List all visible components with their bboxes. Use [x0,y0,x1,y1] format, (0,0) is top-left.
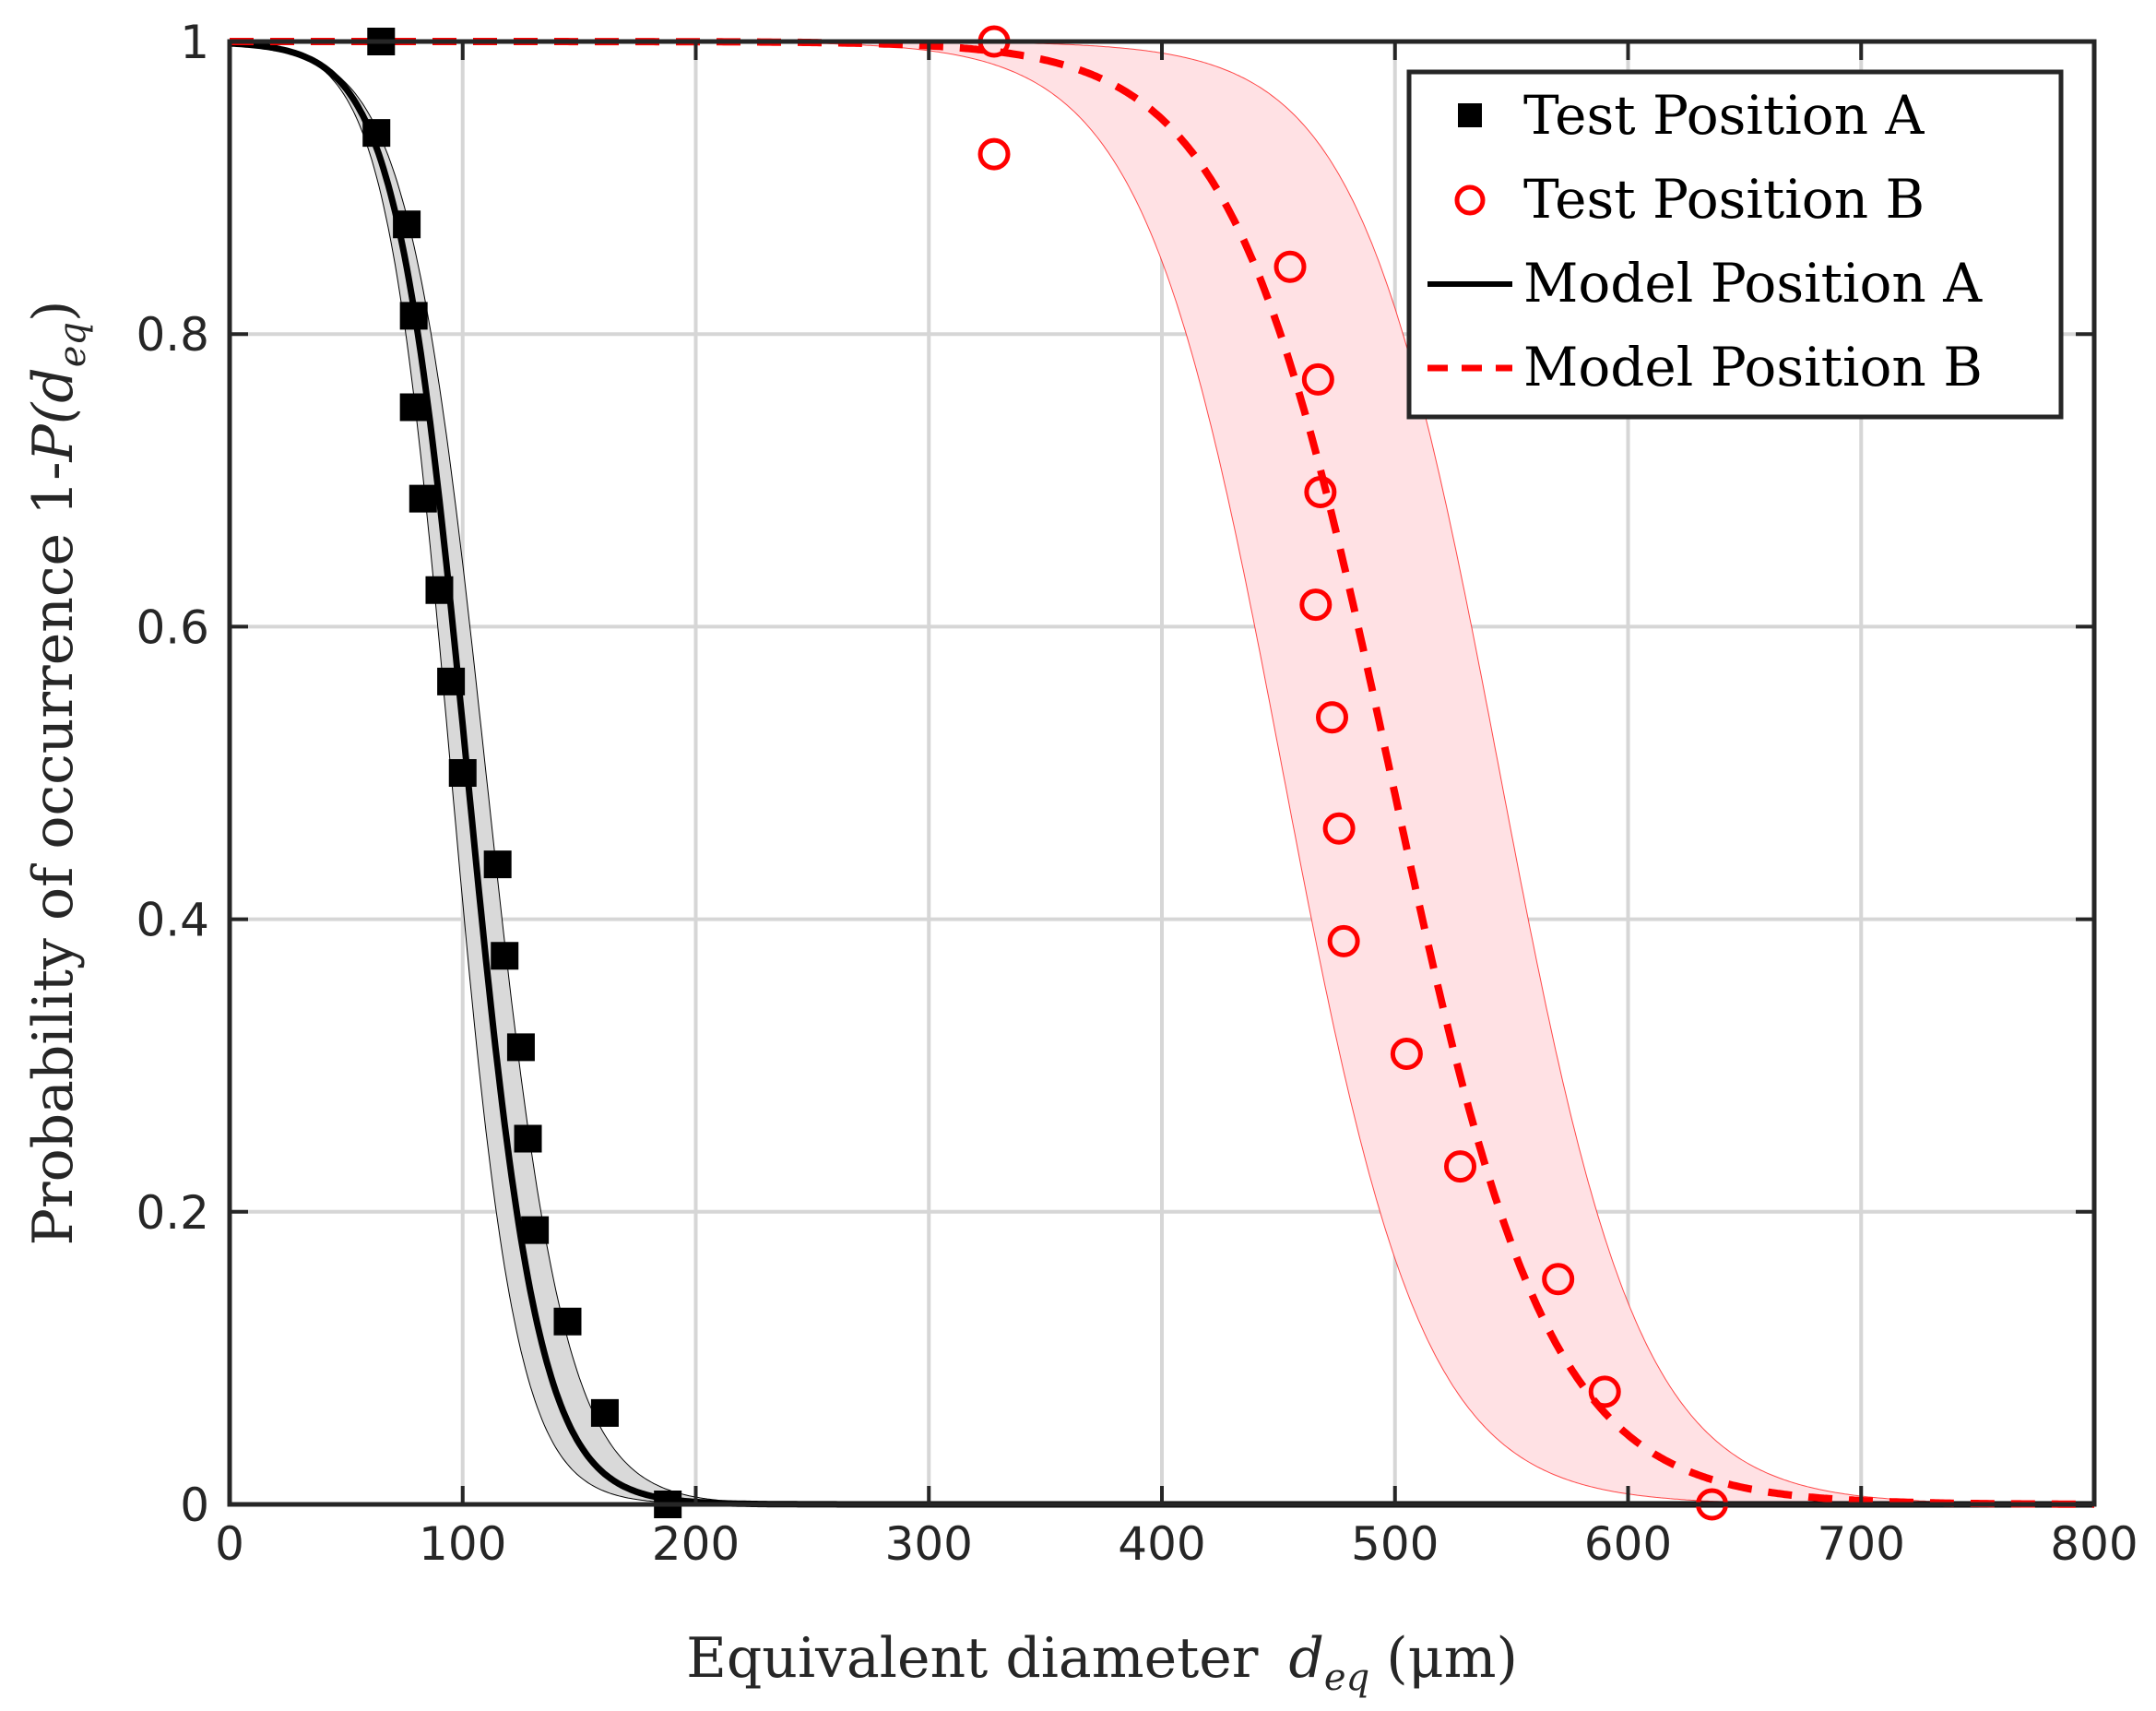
point-series-0-9 [483,850,512,879]
point-series-0-8 [448,759,477,787]
point-series-0-7 [437,667,466,695]
x-axis-label: Equivalent diameter deq (μm) [686,1626,1518,1699]
point-series-0-14 [553,1307,582,1336]
y-axis-label-text: Probability of occurrence 1- [21,461,86,1245]
point-series-0-12 [514,1124,542,1153]
axes [227,39,2097,1507]
point-series-1-10 [1444,1150,1477,1183]
point-series-0-4 [399,393,428,422]
point-series-1-11 [1542,1263,1575,1296]
x-axis-label-unit: (μm) [1386,1626,1518,1691]
x-tick-label-2: 200 [652,1517,740,1571]
legend-box [1406,69,2064,420]
y-axis-label: Probability of occurrence 1-P(deq) [21,301,94,1246]
x-tick-label-1: 100 [419,1517,506,1571]
x-tick-label-5: 500 [1351,1517,1439,1571]
y-axis-label-close: ) [21,301,86,322]
legend-marker-test-b [1454,184,1486,216]
y-axis-label-subscript: eq [52,322,94,367]
point-series-1-5 [1299,588,1333,622]
point-series-1-12 [1588,1375,1621,1408]
x-tick-label-6: 600 [1584,1517,1672,1571]
x-tick-label-7: 700 [1818,1517,1905,1571]
point-series-0-2 [393,210,421,239]
x-axis-label-symbol: d [1288,1626,1323,1691]
y-tick-label-2: 0.4 [136,894,209,947]
point-series-1-8 [1327,924,1360,957]
x-axis-label-subscript: eq [1324,1657,1369,1699]
point-series-0-5 [409,484,437,513]
point-series-1-7 [1322,812,1356,845]
data-points [362,25,1728,1521]
x-axis-label-text: Equivalent diameter [686,1626,1259,1691]
x-tick-label-0: 0 [215,1517,244,1571]
point-series-0-13 [521,1216,550,1244]
y-tick-label-0: 0 [180,1479,209,1532]
legend-label-model-b: Model Position B [1523,336,1983,398]
x-tick-label-4: 400 [1118,1517,1205,1571]
y-tick-labels: 0 0.2 0.4 0.6 0.8 1 [136,16,209,1532]
legend-label-test-a: Test Position A [1523,84,1925,147]
point-series-0-15 [590,1398,619,1427]
model-line-series-3 [228,38,2096,1508]
point-series-1-3 [1301,362,1334,396]
point-series-0-6 [425,576,454,604]
point-series-0-11 [506,1033,535,1062]
point-series-1-2 [1273,250,1307,283]
point-series-0-1 [362,119,391,148]
y-tick-label-5: 1 [180,16,209,69]
y-tick-label-4: 0.8 [136,308,209,362]
point-series-1-9 [1390,1038,1423,1071]
point-series-1-4 [1304,475,1337,508]
x-tick-label-8: 800 [2050,1517,2138,1571]
x-tick-label-3: 300 [885,1517,973,1571]
x-tick-labels: 0 100 200 300 400 500 600 700 800 [215,1517,2138,1571]
y-axis-label-symbol: P(d [21,367,86,462]
point-series-1-1 [977,137,1011,171]
point-series-0-10 [491,942,519,970]
legend-marker-test-a [1458,103,1482,127]
legend-label-model-a: Model Position A [1523,252,1983,315]
legend: Test Position A Test Position B Model Po… [1406,69,2064,420]
y-tick-label-3: 0.6 [136,600,209,654]
point-series-0-3 [399,302,428,330]
point-series-1-6 [1316,701,1349,734]
y-tick-label-1: 0.2 [136,1186,209,1240]
legend-label-test-b: Test Position B [1523,168,1925,231]
